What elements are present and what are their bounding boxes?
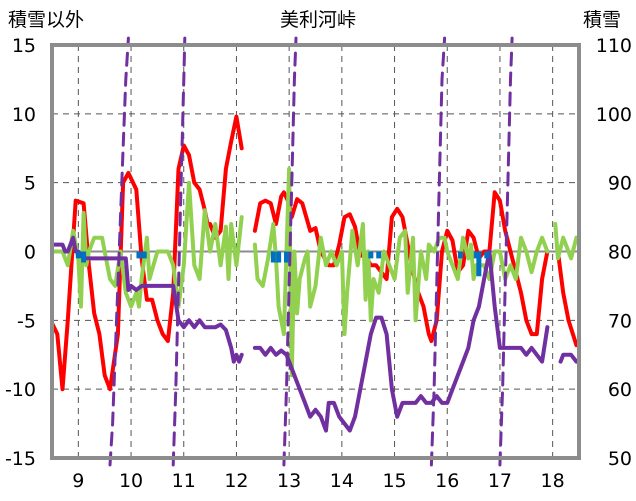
bar-mark — [376, 251, 382, 259]
bar-mark — [457, 251, 463, 259]
series-line-3 — [252, 249, 550, 433]
bar-mark — [473, 251, 479, 259]
x-tick-label: 18 — [541, 470, 565, 492]
right-axis-label: 積雪 — [583, 9, 621, 31]
series-line-3 — [50, 235, 244, 364]
chart-title: 美利河峠 — [280, 9, 356, 31]
right-tick-label: 100 — [596, 104, 632, 126]
series-line-1 — [252, 166, 550, 378]
left-tick-labels: 15 10 5 0 -5 -10 -15 — [5, 35, 36, 470]
right-tick-labels: 110 100 90 80 70 60 50 — [596, 35, 632, 470]
series-line-3 — [558, 352, 579, 364]
left-tick-label: -10 — [5, 379, 36, 401]
right-tick-label: 50 — [608, 448, 632, 470]
bar-mark — [476, 251, 482, 277]
x-tick-label: 9 — [72, 470, 84, 492]
bar-mark — [484, 251, 490, 259]
bar-mark — [141, 251, 147, 259]
series-line-2 — [171, 36, 187, 467]
series-line-2 — [498, 36, 514, 467]
bar-mark — [368, 251, 374, 259]
grid-lines — [52, 45, 579, 458]
left-tick-label: -15 — [5, 448, 36, 470]
left-tick-label: 0 — [24, 242, 36, 264]
left-axis-label: 積雪以外 — [8, 9, 84, 31]
bar-mark — [270, 251, 276, 263]
bar-mark — [81, 251, 87, 263]
right-tick-label: 80 — [608, 242, 632, 264]
x-tick-label: 14 — [330, 470, 354, 492]
plot-frame — [50, 43, 581, 460]
series-line-1 — [553, 222, 579, 261]
right-tick-label: 90 — [608, 173, 632, 195]
series-line-0 — [555, 249, 579, 348]
series-line-2 — [108, 36, 130, 467]
bar-mark — [75, 251, 81, 259]
series-line-2 — [282, 36, 298, 467]
bar-mark — [284, 251, 290, 263]
x-tick-label: 17 — [488, 470, 512, 492]
x-tick-labels: 9 10 11 12 13 14 15 16 17 18 — [72, 470, 564, 492]
bar-mark — [276, 251, 282, 263]
x-tick-label: 13 — [277, 470, 301, 492]
right-tick-label: 70 — [608, 310, 632, 332]
right-tick-label: 110 — [596, 35, 632, 57]
x-tick-label: 15 — [382, 470, 406, 492]
x-tick-label: 11 — [172, 470, 196, 492]
series-group — [50, 36, 579, 467]
left-tick-label: -5 — [17, 310, 36, 332]
x-tick-label: 16 — [435, 470, 459, 492]
left-tick-label: 10 — [12, 104, 36, 126]
x-tick-label: 10 — [119, 470, 143, 492]
right-tick-label: 60 — [608, 379, 632, 401]
bar-mark — [136, 251, 142, 259]
left-tick-label: 15 — [12, 35, 36, 57]
series-line-0 — [252, 190, 550, 343]
left-tick-label: 5 — [24, 173, 36, 195]
x-tick-label: 12 — [224, 470, 248, 492]
